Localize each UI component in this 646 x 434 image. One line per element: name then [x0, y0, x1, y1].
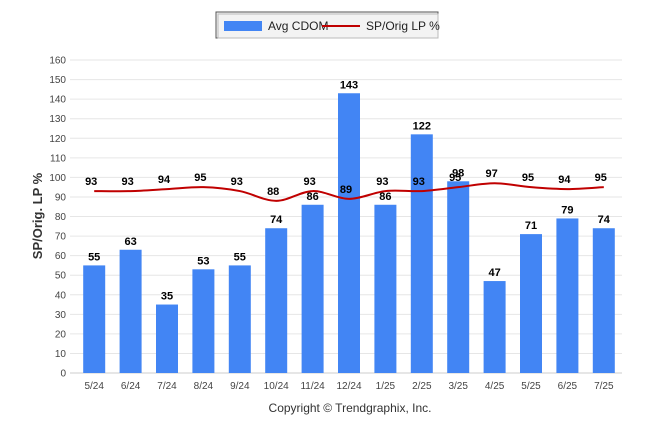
- x-tick-label: 11/24: [300, 381, 325, 392]
- bar-3-25: [447, 181, 470, 373]
- bar-1-25: [374, 204, 397, 373]
- y-tick-label: 120: [49, 134, 66, 145]
- x-tick-label: 7/25: [594, 381, 614, 392]
- y-tick-label: 50: [55, 271, 67, 282]
- legend-bar-swatch: [224, 21, 262, 31]
- x-tick-label: 6/25: [558, 381, 578, 392]
- bar-7-24: [156, 304, 178, 373]
- y-tick-label: 90: [55, 192, 67, 203]
- y-tick-label: 60: [55, 251, 67, 262]
- bar-5-24: [83, 265, 106, 373]
- x-tick-label: 2/25: [412, 381, 432, 392]
- line-value-label: 93: [303, 176, 315, 188]
- bar-value-label: 143: [340, 79, 358, 91]
- y-axis-ticks: 0 10 20 30 40 50 60 70 80 90 100 110 120 130 140 150 160: [49, 56, 66, 380]
- x-tick-label: 3/25: [448, 381, 468, 392]
- bar-data-labels: 55 63 35 53 55 74 86 143 86 122 98 47 71 79 74: [88, 79, 611, 302]
- line-value-label: 95: [522, 172, 534, 184]
- bar-5-25: [520, 234, 542, 373]
- y-tick-label: 100: [49, 173, 66, 184]
- bar-10-24: [265, 228, 288, 373]
- line-value-label: 93: [85, 176, 97, 188]
- bar-11-24: [301, 204, 324, 373]
- bar-series: [83, 93, 615, 373]
- bar-value-label: 98: [452, 167, 464, 179]
- bar-value-label: 74: [598, 214, 611, 226]
- bar-12-24: [338, 93, 360, 373]
- y-tick-label: 140: [49, 95, 66, 106]
- bar-value-label: 35: [161, 291, 173, 303]
- y-tick-label: 10: [55, 349, 67, 360]
- y-tick-label: 0: [60, 369, 66, 380]
- legend-shadow: [217, 13, 439, 39]
- y-tick-label: 160: [49, 56, 66, 67]
- bar-value-label: 71: [525, 220, 537, 232]
- line-value-label: 95: [449, 172, 461, 184]
- y-tick-label: 20: [55, 329, 67, 340]
- y-tick-label: 80: [55, 212, 67, 223]
- line-value-label: 93: [413, 176, 425, 188]
- legend-label-bars: Avg CDOM: [268, 19, 328, 33]
- line-value-label: 88: [267, 186, 279, 198]
- x-tick-label: 5/25: [521, 381, 541, 392]
- y-tick-label: 40: [55, 290, 67, 301]
- line-value-label: 93: [121, 176, 133, 188]
- y-tick-label: 110: [50, 153, 66, 164]
- x-axis-ticks: 5/24 6/24 7/24 8/24 9/24 10/24 11/24 12/24 1/25 2…: [84, 381, 614, 392]
- bar-6-25: [556, 218, 579, 373]
- legend: Avg CDOM SP/Orig LP %: [215, 11, 440, 39]
- x-tick-label: 8/24: [194, 381, 214, 392]
- x-tick-label: 9/24: [230, 381, 250, 392]
- y-tick-label: 30: [55, 310, 67, 321]
- bar-value-label: 55: [88, 251, 100, 263]
- x-tick-label: 12/24: [336, 381, 361, 392]
- line-value-label: 93: [231, 176, 243, 188]
- x-tick-label: 6/24: [121, 381, 141, 392]
- bar-6-24: [119, 249, 142, 373]
- bar-4-25: [483, 281, 506, 373]
- line-value-label: 89: [340, 184, 352, 196]
- line-value-label: 94: [558, 174, 571, 186]
- bar-value-label: 86: [379, 191, 391, 203]
- x-tick-label: 10/24: [264, 381, 289, 392]
- y-tick-label: 130: [49, 114, 66, 125]
- bar-7-25: [592, 228, 615, 373]
- bar-value-label: 122: [413, 120, 431, 132]
- y-axis-title: SP/Orig. LP %: [30, 172, 45, 259]
- x-tick-label: 4/25: [485, 381, 505, 392]
- x-tick-label: 5/24: [84, 381, 104, 392]
- line-value-label: 95: [194, 172, 206, 184]
- bar-value-label: 63: [124, 236, 136, 248]
- line-value-label: 93: [376, 176, 388, 188]
- bar-value-label: 53: [197, 255, 209, 267]
- line-value-label: 94: [158, 174, 171, 186]
- y-tick-label: 150: [49, 75, 66, 86]
- bar-value-label: 79: [561, 204, 573, 216]
- bar-value-label: 86: [306, 191, 318, 203]
- bar-9-24: [228, 265, 251, 373]
- bar-2-25: [410, 134, 433, 373]
- line-series: [94, 182, 604, 202]
- bar-8-24: [192, 269, 215, 373]
- line-value-label: 95: [595, 172, 607, 184]
- line-value-label: 97: [485, 168, 497, 180]
- copyright-footer: Copyright © Trendgraphix, Inc.: [269, 401, 432, 415]
- bar-value-label: 55: [234, 251, 246, 263]
- x-tick-label: 7/24: [157, 381, 177, 392]
- x-tick-label: 1/25: [376, 381, 396, 392]
- legend-label-line: SP/Orig LP %: [366, 19, 440, 33]
- bar-value-label: 74: [270, 214, 283, 226]
- bar-value-label: 47: [488, 267, 500, 279]
- y-tick-label: 70: [55, 232, 67, 243]
- line-data-labels: 93 93 94 95 93 88 93 89 93 93 95 97 95 94 95: [85, 168, 607, 198]
